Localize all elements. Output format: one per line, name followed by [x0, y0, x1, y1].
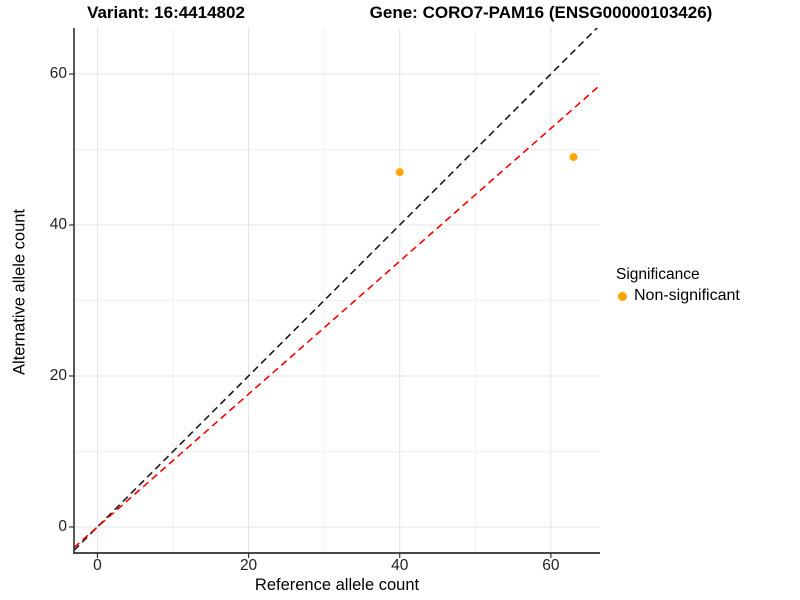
y-tick-label: 0 — [58, 517, 67, 535]
x-tick-label: 20 — [239, 557, 258, 574]
legend-title: Significance — [616, 266, 700, 283]
variant-title: Variant: 16:4414802 — [87, 3, 245, 22]
legend-item-label: Non-significant — [634, 287, 740, 304]
data-point — [569, 153, 578, 162]
x-tick-label: 0 — [93, 557, 102, 574]
legend-point-swatch — [618, 291, 627, 301]
identity-dashed-line — [74, 28, 599, 551]
x-tick-label: 60 — [542, 557, 560, 574]
y-tick-label: 40 — [49, 216, 67, 234]
y-axis-title: Alternative allele count — [10, 208, 29, 376]
data-point — [395, 168, 404, 177]
x-axis-title: Reference allele count — [254, 576, 420, 594]
legend: Significance Non-significant — [616, 266, 740, 305]
x-tick-label: 40 — [391, 557, 409, 574]
fit-dashed-line — [74, 84, 600, 549]
y-tick-label: 60 — [49, 65, 67, 83]
legend-item: Non-significant — [618, 287, 740, 305]
gene-title: Gene: CORO7-PAM16 (ENSG00000103426) — [369, 3, 713, 22]
y-tick-label: 20 — [49, 366, 67, 384]
